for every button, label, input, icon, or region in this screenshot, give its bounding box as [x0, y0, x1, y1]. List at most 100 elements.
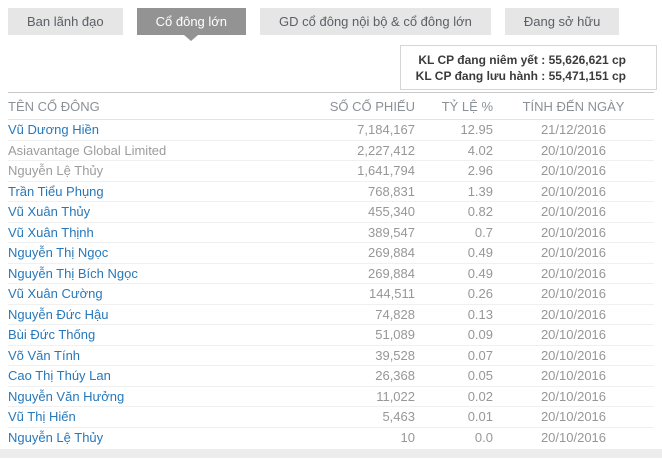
shares-value: 269,884 — [318, 242, 415, 264]
shareholder-name-text: Nguyễn Lệ Thủy — [8, 163, 104, 179]
shareholder-name-link[interactable]: Nguyễn Thị Bích Ngọc — [8, 265, 138, 281]
shares-value: 26,368 — [318, 365, 415, 387]
shares-value: 10 — [400, 429, 415, 445]
percent-value: 0.05 — [415, 365, 493, 387]
outstanding-shares-line: KL CP đang lưu hành : 55,471,151 cp — [409, 68, 626, 84]
table-row: Võ Văn Tính 39,528 0.07 20/10/2016 — [8, 345, 654, 366]
table-row: Bùi Đức Thống 51,089 0.09 20/10/2016 — [8, 324, 654, 346]
date-value: 20/10/2016 — [493, 242, 654, 264]
shares-value: 2,227,412 — [318, 140, 415, 161]
shareholder-name-cell: Vũ Xuân Thịnh — [8, 222, 318, 243]
percent-value: 4.02 — [415, 140, 493, 161]
shareholder-name-cell: Võ Văn Tính — [8, 345, 318, 366]
header-shares: SỐ CỔ PHIẾU — [318, 92, 415, 120]
shareholder-name-text: Asiavantage Global Limited — [8, 142, 167, 158]
shares-value: 269,884 — [318, 263, 415, 284]
date-value: 20/10/2016 — [493, 160, 654, 182]
date-value: 20/10/2016 — [493, 324, 654, 346]
shareholder-name-cell: Nguyễn Lệ Thủy — [8, 427, 318, 447]
percent-value: 0.13 — [415, 304, 493, 325]
percent-value: 12.95 — [415, 119, 493, 141]
shares-value: 455,340 — [318, 201, 415, 223]
table-row: Nguyễn Lệ Thủy 1,641,794 2.96 20/10/2016 — [8, 160, 654, 182]
shareholder-name-link[interactable]: Nguyễn Thị Ngọc — [8, 245, 109, 261]
shareholder-name-link[interactable]: Nguyễn Văn Hưởng — [8, 388, 125, 404]
tab-co-dong-lon[interactable]: Cổ đông lớn — [136, 8, 247, 41]
shareholder-name-link[interactable]: Vũ Xuân Cường — [8, 286, 103, 302]
tab-gd-co-dong-noi-bo[interactable]: GD cổ đông nội bộ & cổ đông lớn — [260, 8, 491, 35]
shares-value: 39,528 — [318, 345, 415, 366]
shareholder-name-cell: Vũ Thị Hiến — [8, 406, 318, 428]
shareholder-name-link[interactable]: Võ Văn Tính — [8, 347, 81, 363]
shareholder-name-cell: Nguyễn Thị Ngọc — [8, 242, 318, 264]
table-row: Cao Thị Thúy Lan 26,368 0.05 20/10/2016 — [8, 365, 654, 387]
listed-shares-label: KL CP đang niêm yết : — [418, 53, 549, 67]
table-row: Asiavantage Global Limited 2,227,412 4.02 2… — [8, 140, 654, 161]
table-row: Nguyễn Thị Bích Ngọc 269,884 0.49 20/10/201… — [8, 263, 654, 284]
shareholder-name-cell: Asiavantage Global Limited — [8, 140, 318, 161]
percent-value: 1.39 — [415, 181, 493, 202]
shareholder-name-link[interactable]: Nguyễn Đức Hậu — [8, 306, 109, 322]
shareholder-name-cell: Bùi Đức Thống — [8, 324, 318, 346]
shareholder-name-link[interactable]: Vũ Thị Hiến — [8, 409, 76, 425]
outstanding-shares-label: KL CP đang lưu hành : — [415, 69, 549, 83]
date-value: 20/10/2016 — [540, 429, 607, 445]
shareholder-name-link[interactable]: Nguyễn Lệ Thủy — [8, 429, 104, 445]
shareholder-name-link[interactable]: Vũ Xuân Thịnh — [8, 224, 94, 240]
shares-value: 74,828 — [318, 304, 415, 325]
percent-value: 0.82 — [415, 201, 493, 223]
shares-value: 11,022 — [318, 386, 415, 407]
date-value: 20/10/2016 — [493, 304, 654, 325]
shareholder-name-link[interactable]: Vũ Xuân Thủy — [8, 204, 91, 220]
shares-value: 144,511 — [318, 283, 415, 305]
tab-dang-so-huu[interactable]: Đang sở hữu — [504, 8, 620, 35]
listed-shares-line: KL CP đang niêm yết : 55,626,621 cp — [409, 52, 626, 68]
header-percent: TỶ LỆ % — [415, 92, 493, 120]
outstanding-shares-value: 55,471,151 cp — [548, 69, 626, 83]
shareholder-name-cell: Cao Thị Thúy Lan — [8, 365, 318, 387]
header-date: TÍNH ĐẾN NGÀY — [493, 92, 654, 120]
date-value: 20/10/2016 — [493, 222, 654, 243]
shareholder-table: TÊN CỔ ĐÔNG SỐ CỔ PHIẾU TỶ LỆ % TÍNH ĐẾN… — [8, 92, 654, 447]
shareholder-name-cell: Nguyễn Đức Hậu — [8, 304, 318, 325]
percent-value: 0.0 — [474, 429, 493, 445]
shares-value: 768,831 — [318, 181, 415, 202]
shareholder-name-cell: Vũ Xuân Thủy — [8, 201, 318, 223]
percent-value: 0.49 — [415, 242, 493, 264]
tab-bar: Ban lãnh đạo Cổ đông lớn GD cổ đông nội bộ… — [0, 0, 662, 41]
table-row: Vũ Xuân Thịnh 389,547 0.7 20/10/2016 — [8, 222, 654, 243]
shareholder-name-cell: Trần Tiểu Phụng — [8, 181, 318, 202]
shareholder-name-cell: Nguyễn Lệ Thủy — [8, 160, 318, 182]
shares-value: 51,089 — [318, 324, 415, 346]
date-value: 20/10/2016 — [493, 345, 654, 366]
tab-ban-lanh-dao[interactable]: Ban lãnh đạo — [8, 8, 123, 35]
shareholder-name-link[interactable]: Trần Tiểu Phụng — [8, 183, 104, 199]
percent-value: 0.7 — [415, 222, 493, 243]
table-row: Nguyễn Thị Ngọc 269,884 0.49 20/10/2016 — [8, 242, 654, 264]
percent-value: 0.07 — [415, 345, 493, 366]
percent-value: 0.09 — [415, 324, 493, 346]
date-value: 20/10/2016 — [493, 283, 654, 305]
table-row: Vũ Dương Hiền 7,184,167 12.95 21/12/2016 — [8, 119, 654, 141]
date-value: 20/10/2016 — [493, 386, 654, 407]
shareholder-name-link[interactable]: Cao Thị Thúy Lan — [8, 368, 111, 384]
shareholder-name-cell: Vũ Dương Hiền — [8, 119, 318, 141]
shareholder-name-cell: Nguyễn Văn Hưởng — [8, 386, 318, 407]
table-row: Vũ Thị Hiến 5,463 0.01 20/10/2016 — [8, 406, 654, 428]
percent-value: 0.02 — [415, 386, 493, 407]
date-value: 20/10/2016 — [493, 181, 654, 202]
shares-value: 5,463 — [318, 406, 415, 428]
shares-value: 389,547 — [318, 222, 415, 243]
shareholder-table-header: TÊN CỔ ĐÔNG SỐ CỔ PHIẾU TỶ LỆ % TÍNH ĐẾN… — [8, 92, 654, 120]
table-row: Nguyễn Văn Hưởng 11,022 0.02 20/10/2016 — [8, 386, 654, 407]
shares-value: 7,184,167 — [318, 119, 415, 141]
date-value: 20/10/2016 — [493, 140, 654, 161]
date-value: 20/10/2016 — [493, 263, 654, 284]
shareholder-table-body: Vũ Dương Hiền 7,184,167 12.95 21/12/2016 Asi… — [8, 119, 654, 448]
shares-value: 1,641,794 — [318, 160, 415, 182]
table-row: Vũ Xuân Cường 144,511 0.26 20/10/2016 — [8, 283, 654, 305]
shareholder-name-link[interactable]: Vũ Dương Hiền — [8, 122, 99, 138]
percent-value: 0.49 — [415, 263, 493, 284]
shareholder-name-cell: Vũ Xuân Cường — [8, 283, 318, 305]
shareholder-name-link[interactable]: Bùi Đức Thống — [8, 327, 96, 343]
